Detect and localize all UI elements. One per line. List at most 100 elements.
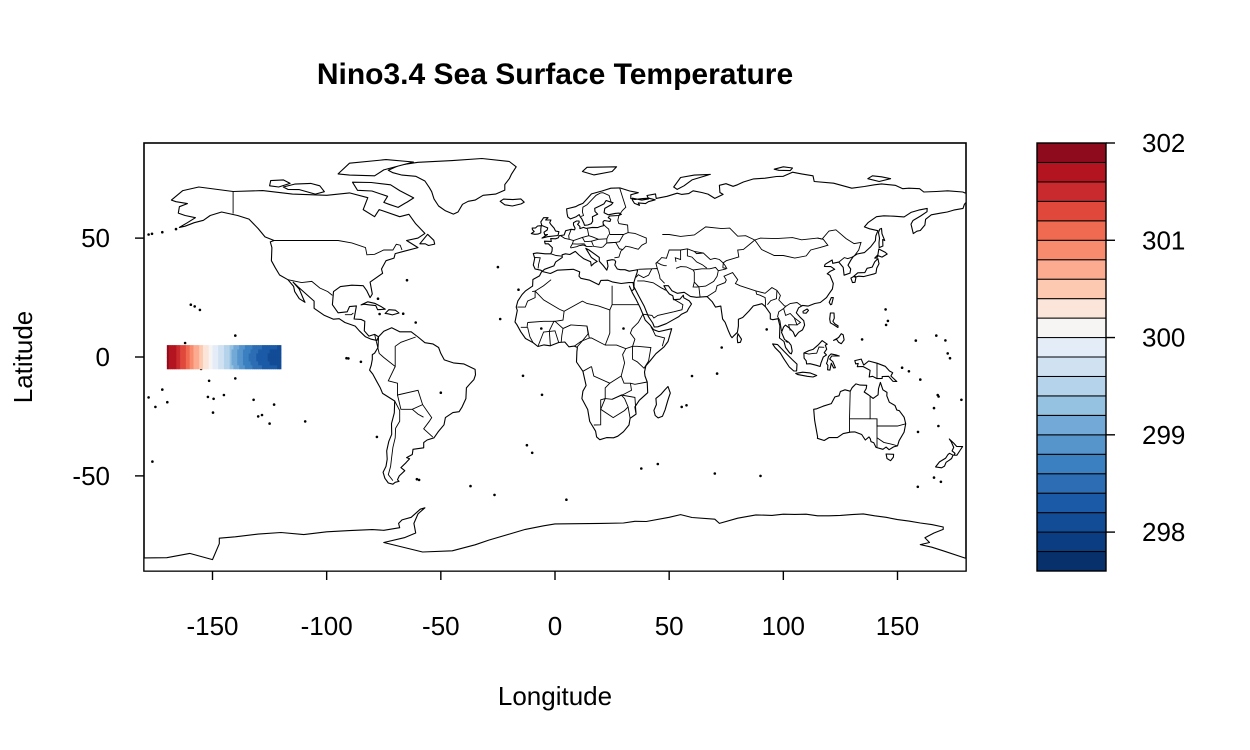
sst-cell bbox=[185, 357, 189, 362]
colorbar-frame bbox=[1036, 142, 1107, 572]
sst-cell bbox=[214, 349, 217, 354]
sst-cell bbox=[225, 364, 229, 370]
country-border bbox=[794, 317, 802, 326]
sst-cell bbox=[267, 345, 270, 350]
sst-cell bbox=[260, 345, 263, 350]
newfoundland-outline bbox=[419, 233, 436, 247]
sst-cell bbox=[206, 357, 210, 362]
sst-cell bbox=[277, 357, 280, 362]
country-border bbox=[548, 320, 555, 346]
sst-cell bbox=[222, 364, 225, 370]
sst-cell bbox=[166, 364, 170, 370]
sst-cell bbox=[256, 357, 259, 362]
sst-cell bbox=[258, 345, 261, 350]
country-border bbox=[651, 268, 665, 284]
hispaniola-outline bbox=[384, 309, 400, 316]
sst-cell bbox=[180, 357, 183, 362]
colorbar-swatch bbox=[1036, 200, 1107, 222]
sst-cell bbox=[204, 345, 208, 350]
country-border bbox=[674, 250, 682, 262]
sst-cell bbox=[210, 357, 213, 362]
sst-cell bbox=[187, 364, 191, 370]
sst-cell bbox=[187, 353, 191, 358]
banks-isl-outline bbox=[269, 179, 291, 188]
sst-cell bbox=[239, 349, 242, 354]
sst-cell bbox=[182, 364, 185, 370]
sst-cell bbox=[189, 360, 192, 366]
island-dot bbox=[916, 485, 920, 489]
island-dot bbox=[656, 462, 660, 466]
sst-cell bbox=[185, 360, 189, 366]
sst-cell bbox=[256, 364, 259, 370]
island-dot bbox=[151, 460, 154, 463]
sst-cell bbox=[166, 353, 170, 358]
island-dot bbox=[884, 323, 888, 327]
country-border bbox=[693, 251, 704, 255]
y-tick-label: -50 bbox=[72, 461, 110, 491]
sst-cell bbox=[223, 360, 227, 366]
ireland-outline bbox=[530, 225, 542, 235]
country-border bbox=[617, 215, 629, 233]
sst-cell bbox=[258, 360, 261, 366]
sst-cell bbox=[277, 360, 280, 366]
sst-cell bbox=[197, 364, 200, 370]
colorbar-swatch bbox=[1036, 356, 1107, 377]
sst-cell bbox=[275, 349, 278, 354]
sst-cell bbox=[229, 353, 232, 358]
sst-cell bbox=[191, 364, 194, 370]
country-border bbox=[287, 279, 333, 296]
sst-cell bbox=[231, 364, 234, 370]
sst-cell bbox=[176, 349, 179, 354]
sst-cell bbox=[252, 360, 255, 366]
sst-cell bbox=[187, 357, 191, 362]
island-dot bbox=[720, 346, 723, 349]
sst-cell bbox=[242, 364, 246, 370]
sst-cell bbox=[193, 353, 196, 358]
island-dot bbox=[932, 406, 936, 410]
sst-cell bbox=[235, 345, 238, 350]
taiwan-outline bbox=[828, 297, 834, 306]
colorbar-swatch bbox=[1036, 551, 1107, 572]
country-border bbox=[706, 272, 778, 305]
sst-cell bbox=[235, 353, 238, 358]
sst-cell bbox=[197, 349, 200, 354]
colorbar-swatch bbox=[1036, 161, 1107, 183]
country-border bbox=[785, 340, 789, 343]
sst-cell bbox=[218, 345, 221, 350]
sst-cell bbox=[265, 357, 269, 362]
sst-cell bbox=[269, 353, 272, 358]
island-dot bbox=[161, 388, 164, 391]
sst-cell bbox=[202, 364, 206, 370]
sst-cell bbox=[269, 364, 272, 370]
island-dot bbox=[530, 451, 534, 455]
sst-cell bbox=[222, 349, 225, 354]
country-border bbox=[532, 279, 552, 293]
sst-cell bbox=[279, 357, 282, 362]
sst-cell bbox=[269, 360, 272, 366]
sst-cell bbox=[212, 357, 215, 362]
sst-cell bbox=[189, 364, 192, 370]
country-border bbox=[876, 437, 898, 447]
sst-cell bbox=[267, 349, 270, 354]
sst-cell bbox=[271, 364, 274, 370]
sst-cell bbox=[254, 353, 257, 358]
sst-cell bbox=[201, 360, 204, 366]
sst-cell bbox=[231, 349, 234, 354]
sst-cell bbox=[241, 360, 244, 366]
sst-cell bbox=[265, 349, 269, 354]
sst-cell bbox=[195, 360, 198, 366]
sst-cell bbox=[246, 349, 250, 354]
sst-cell bbox=[277, 349, 280, 354]
sst-cell bbox=[182, 353, 185, 358]
sumatra-outline bbox=[772, 343, 798, 372]
sst-cell bbox=[244, 360, 248, 366]
country-border bbox=[593, 382, 611, 426]
island-dot bbox=[919, 378, 922, 381]
sst-cell bbox=[220, 364, 223, 370]
sst-cell bbox=[231, 353, 234, 358]
country-border bbox=[637, 280, 666, 291]
sst-cell bbox=[174, 364, 177, 370]
island-dot bbox=[946, 352, 949, 355]
sst-cell bbox=[208, 357, 211, 362]
country-border bbox=[534, 256, 541, 269]
